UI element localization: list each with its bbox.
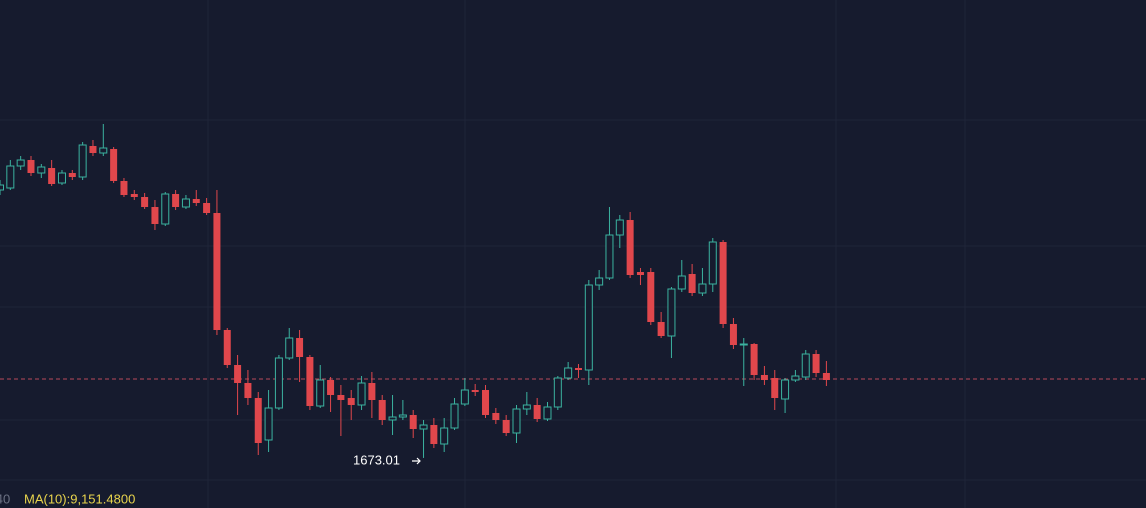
candle-body	[285, 337, 294, 359]
candle-body	[110, 149, 118, 181]
candle-body	[822, 373, 830, 380]
candle-body	[647, 272, 655, 322]
candle-body	[595, 277, 604, 286]
candles	[0, 124, 1146, 458]
candle-body	[192, 199, 200, 203]
candle-body	[419, 424, 428, 430]
candle-body	[120, 181, 128, 195]
candle-body	[57, 172, 66, 184]
candle-body	[502, 420, 510, 433]
candle-body	[760, 375, 768, 380]
candle-body	[440, 427, 449, 445]
candle-body	[203, 203, 211, 213]
candle-body	[553, 377, 562, 408]
candle-body	[368, 383, 376, 400]
candle-body	[306, 357, 314, 406]
candle-body	[274, 357, 283, 409]
candle-body	[615, 219, 624, 236]
candle-body	[605, 234, 614, 279]
candle-body	[130, 194, 138, 197]
candle-body	[430, 425, 438, 444]
candle-body	[296, 338, 304, 357]
candle-body	[99, 147, 108, 154]
candle-body	[667, 288, 676, 337]
candle-body	[264, 407, 273, 441]
candle-body	[812, 354, 820, 373]
volume-label: 40	[0, 491, 10, 506]
candle-body	[688, 274, 696, 293]
candle-body	[719, 242, 727, 324]
candle-body	[460, 389, 469, 405]
candle-body	[708, 241, 717, 285]
candle-body	[388, 416, 397, 421]
candle-body	[482, 390, 490, 415]
candle-body	[48, 168, 56, 184]
candle-body	[37, 166, 46, 174]
candle-body	[791, 375, 800, 381]
candle-body	[27, 160, 35, 173]
candle-body	[213, 213, 221, 330]
low-arrow	[412, 457, 421, 465]
candle-body	[89, 146, 97, 153]
candle-body	[801, 353, 810, 378]
candle-body	[771, 378, 779, 398]
candle-body	[564, 367, 573, 379]
candle-body	[398, 414, 407, 418]
candle-body	[512, 408, 521, 434]
candle-body	[223, 330, 231, 365]
candle-body	[522, 404, 531, 410]
candle-body	[492, 413, 500, 420]
candle-body	[6, 165, 15, 189]
candle-body	[337, 395, 345, 400]
candle-body	[584, 284, 593, 371]
candle-body	[327, 380, 335, 395]
candle-body	[409, 415, 417, 429]
candle-body	[677, 275, 686, 290]
candle-body	[729, 324, 737, 345]
candle-body	[316, 379, 325, 407]
candle-body	[357, 382, 366, 406]
candle-body	[141, 197, 149, 207]
low-label: 1673.01	[353, 452, 400, 467]
candle-body	[636, 272, 644, 275]
candle-body	[78, 144, 87, 178]
candle-body	[533, 405, 541, 419]
candle-body	[657, 322, 665, 336]
candle-body	[378, 400, 386, 420]
candle-body	[254, 398, 262, 443]
candle-body	[244, 383, 252, 398]
candle-body	[698, 283, 707, 294]
candle-body	[172, 194, 180, 207]
candle-body	[543, 406, 552, 420]
candle-body	[450, 403, 459, 429]
candle-body	[471, 390, 479, 392]
candle-body	[574, 368, 582, 370]
candle-body	[68, 173, 76, 177]
candle-body	[16, 159, 25, 167]
candle-body	[0, 184, 4, 191]
candle-body	[750, 344, 758, 375]
candle-body	[234, 365, 242, 383]
candle-body	[739, 343, 748, 346]
ma-label: MA(10):9,151.4800	[24, 491, 135, 506]
candle-body	[181, 198, 190, 208]
candle-body	[347, 398, 355, 405]
candle-body	[781, 379, 790, 400]
candle-body	[626, 220, 634, 275]
candle-body	[161, 193, 170, 225]
candle-body	[151, 207, 159, 224]
